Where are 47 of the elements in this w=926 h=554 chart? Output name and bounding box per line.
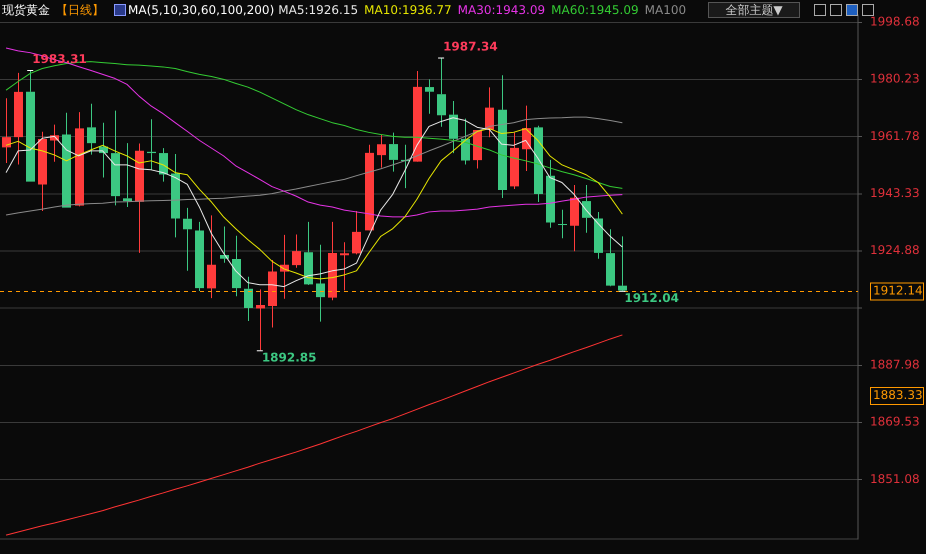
y-tick-label: 1869.53 (870, 414, 920, 429)
text: MA10:1936.77 (364, 2, 452, 18)
chart-subtitle: 【日线】 (56, 2, 104, 18)
candlestick (26, 70, 35, 182)
y-tick-label: 1851.08 (870, 472, 920, 486)
candlestick (111, 110, 120, 206)
text: MA60:1945.09 (551, 2, 639, 18)
candlestick (534, 125, 543, 203)
candlestick (159, 148, 168, 182)
candlestick (449, 100, 458, 154)
candlestick (437, 57, 446, 128)
annotation: 全部主题▼ (708, 2, 800, 18)
candlestick (606, 228, 615, 286)
candlestick (62, 112, 71, 208)
y-tick-label: 1998.68 (870, 14, 920, 29)
candlestick (87, 103, 96, 156)
text: MA5:1926.15 (278, 2, 358, 18)
candlestick (316, 244, 325, 322)
candlestick (498, 74, 507, 198)
candlestick (195, 221, 204, 292)
candlestick (594, 211, 603, 260)
candlestick (389, 132, 398, 172)
y-tick-label: 1887.98 (870, 357, 920, 372)
annotation: 1912.04 (624, 290, 680, 305)
annotation: 1987.34 (443, 40, 498, 54)
chart-title: 现货黄金 (2, 2, 50, 18)
annotation: 1892.85 (262, 350, 316, 364)
candlestick (232, 235, 241, 297)
candlestick (546, 159, 555, 228)
y-tick-label: 1980.23 (870, 72, 920, 86)
legend-title: MA(5,10,30,60,100,200) (128, 2, 274, 18)
y-tick-label: 1943.33 (870, 186, 920, 200)
ref-line-label: 1912.14 (873, 284, 923, 298)
candlestick (244, 276, 253, 322)
candlestick (171, 154, 180, 238)
text: MA30:1943.09 (458, 2, 546, 18)
text: 1883.33 (873, 388, 923, 402)
candlestick (461, 118, 470, 166)
candlestick (558, 209, 567, 239)
candlestick (183, 207, 192, 272)
candlestick (582, 184, 591, 234)
y-tick-label: 1924.88 (870, 243, 920, 258)
candlestick (618, 236, 627, 291)
candlestick (425, 78, 434, 114)
y-tick-label: 1961.78 (870, 128, 920, 143)
text: MA100 (644, 2, 686, 18)
candlestick (123, 142, 132, 208)
